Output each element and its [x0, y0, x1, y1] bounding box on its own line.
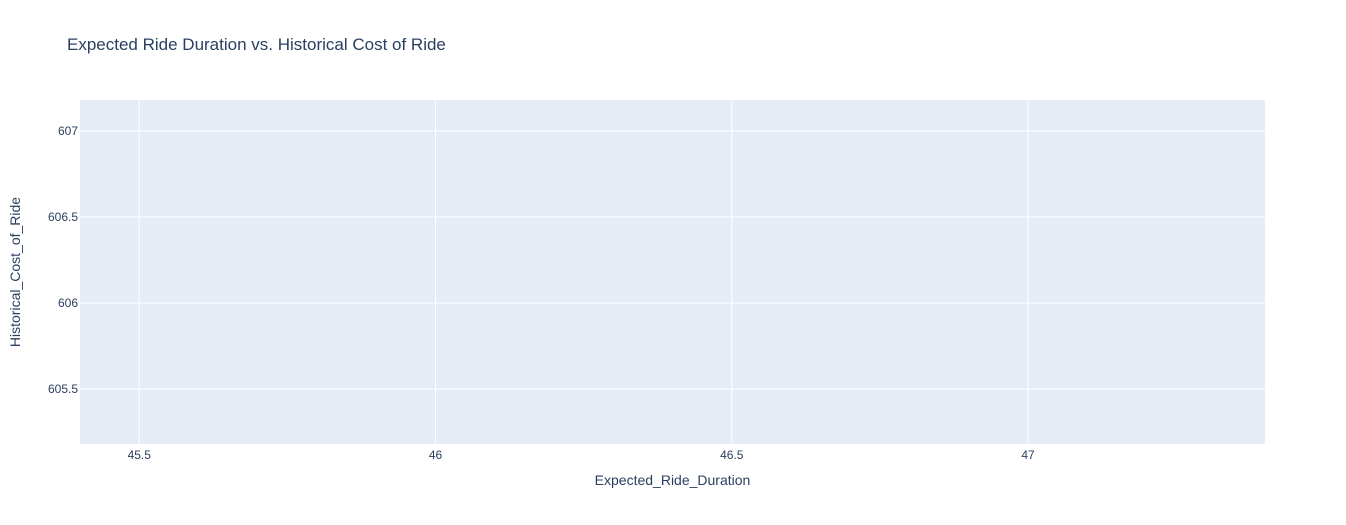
x-tick-label: 45.5 — [128, 448, 152, 462]
x-gridlines — [138, 100, 1029, 444]
x-tick-label: 46 — [429, 448, 443, 462]
x-tick-labels: 45.5 46 46.5 47 — [128, 448, 1035, 462]
x-tick-label: 46.5 — [720, 448, 744, 462]
y-tick-label: 606.5 — [48, 210, 78, 224]
y-tick-label: 607 — [58, 124, 78, 138]
y-tick-labels: 605.5 606 606.5 607 — [48, 124, 78, 396]
x-axis-title: Expected_Ride_Duration — [595, 472, 751, 488]
y-tick-label: 606 — [58, 296, 78, 310]
y-axis-title: Historical_Cost_of_Ride — [7, 197, 23, 347]
y-gridlines — [80, 130, 1265, 390]
chart-title: Expected Ride Duration vs. Historical Co… — [67, 35, 446, 54]
y-tick-label: 605.5 — [48, 382, 78, 396]
plot-area — [80, 100, 1265, 444]
x-tick-label: 47 — [1021, 448, 1035, 462]
